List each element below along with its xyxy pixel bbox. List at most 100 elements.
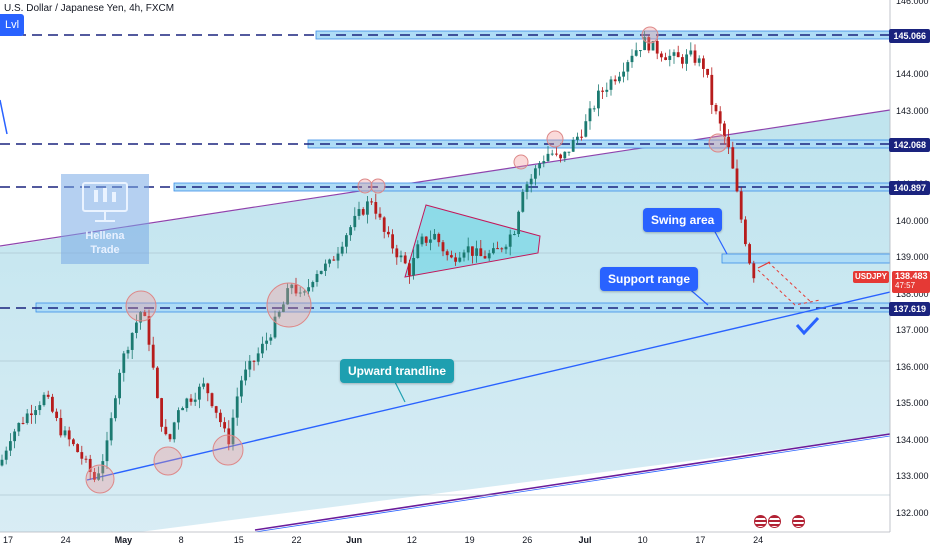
us-flag-icon[interactable] — [792, 515, 805, 528]
y-tick-label: 144.000 — [896, 69, 929, 80]
candle-body — [101, 461, 105, 474]
pivot-circle — [85, 464, 115, 494]
candle-body — [248, 360, 252, 370]
x-tick-label: May — [114, 535, 133, 545]
y-tick-label: 135.000 — [896, 398, 929, 409]
channel-lower-line — [254, 433, 891, 531]
y-tick-label: 134.000 — [896, 434, 929, 445]
x-tick-label: 17 — [2, 535, 14, 545]
candle-body — [126, 349, 130, 354]
candle-body — [731, 147, 735, 169]
lvl-badge[interactable]: Lvl — [0, 14, 24, 36]
projection-path — [767, 261, 813, 304]
candle-body — [105, 440, 109, 462]
candle-body — [450, 255, 453, 258]
candle-body — [0, 459, 4, 466]
candle-body — [647, 37, 651, 51]
candle-body — [403, 255, 407, 264]
x-tick-label: 17 — [695, 535, 706, 545]
zone-swing — [721, 253, 891, 264]
candle-body — [235, 396, 239, 418]
candle-body — [240, 380, 243, 397]
candle-body — [710, 74, 714, 105]
candle-body — [143, 312, 147, 317]
level-145-tag: 145.066 — [889, 29, 930, 43]
x-tick-label: 8 — [178, 535, 184, 545]
watermark-line2: Trade — [90, 244, 120, 256]
candle-body — [685, 54, 688, 64]
candle-body — [206, 383, 210, 394]
candle-body — [592, 108, 596, 110]
candle-body — [156, 367, 159, 399]
candle-body — [727, 136, 730, 148]
candle-body — [424, 236, 428, 243]
y-tick-label: 146.000 — [896, 0, 929, 7]
candle-body — [63, 430, 67, 436]
candle-body — [441, 242, 445, 252]
candle-body — [55, 411, 58, 418]
candle-body — [433, 233, 436, 240]
candle-body — [269, 337, 273, 341]
candle-body — [382, 217, 386, 232]
candle-body — [135, 322, 138, 333]
watermark-line1: Hellena — [85, 230, 125, 242]
candle-body — [429, 239, 432, 243]
candle-body — [42, 394, 46, 406]
candle-body — [151, 344, 155, 368]
candle-body — [349, 227, 352, 236]
hellena-trade-watermark: Hellena Trade — [61, 174, 149, 264]
pivot-circles — [85, 26, 728, 494]
candle-body — [697, 58, 701, 63]
candle-body — [664, 57, 667, 60]
candle-body — [655, 40, 659, 54]
candle-body — [504, 246, 508, 250]
us-flag-icon[interactable] — [768, 515, 781, 528]
candle-body — [357, 209, 361, 216]
level-140-tag: 140.897 — [889, 181, 930, 195]
us-flag-icon[interactable] — [754, 515, 767, 528]
x-tick-label: 10 — [637, 535, 648, 545]
candle-body — [177, 410, 180, 423]
candle-body — [114, 398, 117, 419]
candle-body — [51, 396, 54, 412]
pivot-circle — [641, 26, 659, 44]
candle-body — [681, 57, 684, 64]
candle-body — [374, 202, 378, 214]
candle-body — [706, 68, 709, 75]
x-tick-label: 22 — [291, 535, 302, 545]
candle-body — [185, 398, 189, 409]
symbol-tag: USDJPY — [853, 271, 889, 283]
projection-path — [757, 269, 821, 306]
pivot-circle — [708, 133, 728, 153]
candle-body — [613, 79, 617, 82]
x-tick-label: 15 — [233, 535, 244, 545]
support-range-callout[interactable]: Support range — [600, 267, 699, 291]
candle-body — [622, 71, 625, 77]
candle-body — [660, 53, 663, 58]
candle-body — [525, 184, 529, 192]
candle-body — [59, 417, 63, 436]
candle-body — [639, 50, 642, 52]
candle-body — [345, 235, 348, 247]
upward-trendline — [86, 291, 891, 481]
candle-body — [387, 231, 390, 235]
candle-body — [492, 248, 495, 254]
candle-body — [172, 422, 176, 440]
candle-body — [559, 154, 562, 159]
candle-body — [261, 343, 264, 354]
y-tick-label: 138.000 — [896, 288, 929, 299]
candle-body — [643, 37, 646, 51]
candle-body — [752, 263, 756, 279]
candle-body — [735, 168, 739, 192]
candle-body — [21, 422, 25, 424]
candle-body — [689, 50, 693, 55]
candle-body — [542, 161, 546, 164]
pivot-circle — [357, 178, 373, 194]
upward-trendline-callout[interactable]: Upward trandline — [340, 359, 455, 383]
candle-body — [315, 273, 319, 283]
swing-area-callout[interactable]: Swing area — [643, 208, 723, 232]
candle-body — [340, 246, 344, 254]
candle-body — [298, 292, 302, 294]
candle-body — [676, 52, 680, 58]
